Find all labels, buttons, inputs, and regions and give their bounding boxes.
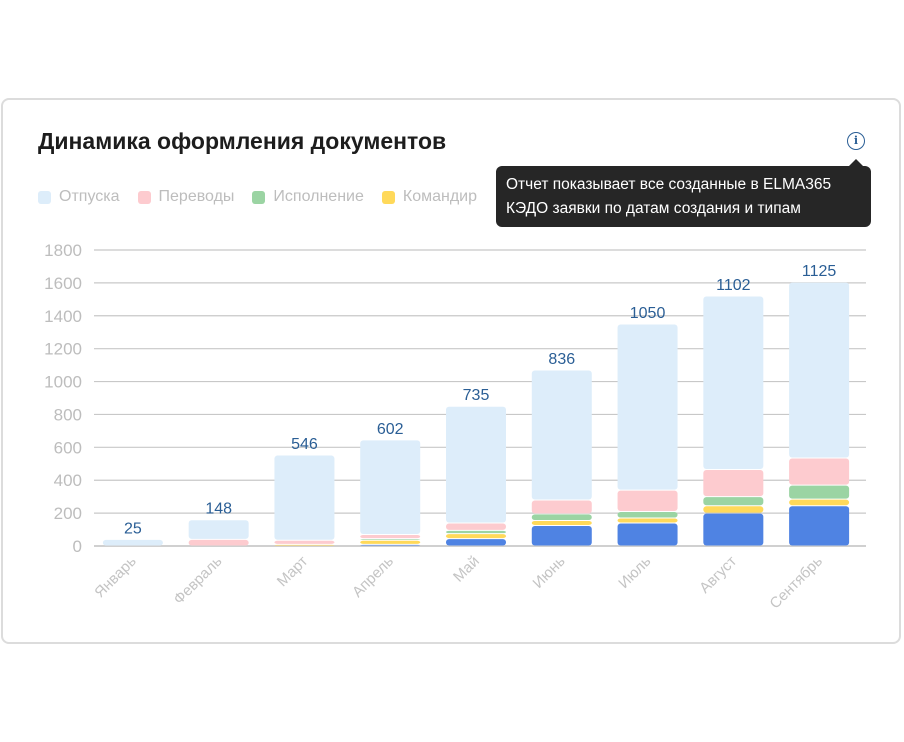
data-label: 148 [205, 501, 232, 518]
bar-segment[interactable] [531, 521, 592, 525]
bar-segment[interactable] [703, 506, 764, 513]
y-tick-label: 200 [54, 504, 82, 523]
bar-segment[interactable] [360, 540, 421, 544]
x-tick-label: Февраль [170, 553, 225, 608]
bar-segment[interactable] [446, 530, 506, 534]
legend-item-transfers[interactable]: Переводы [137, 188, 235, 206]
x-tick-label: Май [450, 553, 483, 586]
y-tick-label: 0 [73, 537, 82, 556]
bar-segment[interactable] [446, 523, 506, 530]
data-label: 836 [548, 351, 575, 368]
data-label: 735 [463, 387, 490, 404]
bar-segment[interactable] [274, 544, 335, 546]
y-tick-label: 1000 [44, 373, 82, 392]
x-tick-label: Июль [615, 553, 654, 592]
legend-item-trips[interactable]: Командир [381, 188, 477, 206]
data-label: 1102 [716, 277, 751, 294]
data-label: 1050 [630, 305, 666, 322]
bar-segment[interactable] [703, 470, 764, 497]
bar-segment[interactable] [531, 514, 592, 521]
x-tick-label: Апрель [349, 553, 397, 601]
legend-swatch [137, 190, 151, 204]
bar-segment[interactable] [703, 296, 764, 470]
bar-segment[interactable] [617, 324, 678, 490]
bar-segment[interactable] [617, 511, 678, 518]
info-tooltip: Отчет показывает все созданные в ELMA365… [496, 159, 871, 227]
chart-title: Динамика оформления документов [38, 128, 447, 154]
bar-segment[interactable] [789, 485, 850, 499]
legend: Отпуска Переводы Исполнение Командир [38, 188, 477, 206]
tooltip-line: Отчет показывает все созданные в ELMA365 [506, 176, 832, 193]
bar-segment[interactable] [531, 370, 592, 500]
data-label: 546 [291, 436, 318, 453]
bar-segment[interactable] [703, 513, 764, 546]
data-label: 1125 [802, 263, 837, 280]
bar-segment[interactable] [274, 455, 335, 540]
bar-segment[interactable] [188, 539, 249, 546]
legend-label: Командир [402, 188, 477, 205]
legend-item-vacations[interactable]: Отпуска [38, 188, 120, 206]
legend-item-execution[interactable]: Исполнение [252, 188, 364, 206]
bar-segment[interactable] [789, 499, 850, 506]
legend-swatch [381, 190, 395, 204]
x-tick-label: Март [274, 553, 311, 590]
legend-label: Переводы [158, 188, 235, 205]
y-tick-label: 1400 [44, 307, 82, 326]
info-icon[interactable]: i [847, 132, 865, 150]
y-tick-label: 400 [54, 471, 82, 490]
bar-segment[interactable] [360, 539, 421, 540]
bar-segment[interactable] [102, 539, 163, 546]
legend-swatch [252, 190, 266, 204]
bar-segment[interactable] [531, 500, 592, 514]
bar-segment[interactable] [360, 534, 421, 539]
y-tick-label: 600 [54, 438, 82, 457]
y-tick-label: 1200 [44, 340, 82, 359]
bar-segment[interactable] [274, 540, 335, 544]
bar-segment[interactable] [188, 520, 249, 539]
legend-label: Отпуска [59, 188, 120, 205]
bar-segment[interactable] [531, 525, 592, 546]
y-tick-label: 1800 [44, 241, 82, 260]
tooltip-line: КЭДО заявки по датам создания и типам [506, 200, 801, 217]
data-label: 25 [124, 520, 142, 537]
bar-segment[interactable] [617, 523, 678, 546]
bar-segment[interactable] [360, 440, 421, 534]
legend-swatch [38, 190, 51, 204]
x-tick-label: Август [696, 553, 740, 597]
bar-segment[interactable] [360, 544, 421, 546]
bar-segment[interactable] [446, 406, 506, 523]
legend-label: Исполнение [273, 188, 364, 205]
bar-segment[interactable] [446, 539, 506, 546]
bar-segment[interactable] [789, 282, 850, 458]
y-tick-label: 800 [54, 405, 82, 424]
bar-segment[interactable] [789, 458, 850, 485]
bar-segment[interactable] [617, 490, 678, 511]
x-tick-label: Сентябрь [766, 553, 826, 613]
bar-segment[interactable] [703, 497, 764, 506]
bar-segment[interactable] [446, 534, 506, 539]
data-label: 602 [377, 421, 404, 438]
bar-segment[interactable] [789, 506, 850, 546]
x-tick-label: Июнь [530, 553, 569, 592]
x-tick-label: Январь [91, 553, 140, 602]
y-tick-label: 1600 [44, 274, 82, 293]
bar-segment[interactable] [617, 518, 678, 523]
